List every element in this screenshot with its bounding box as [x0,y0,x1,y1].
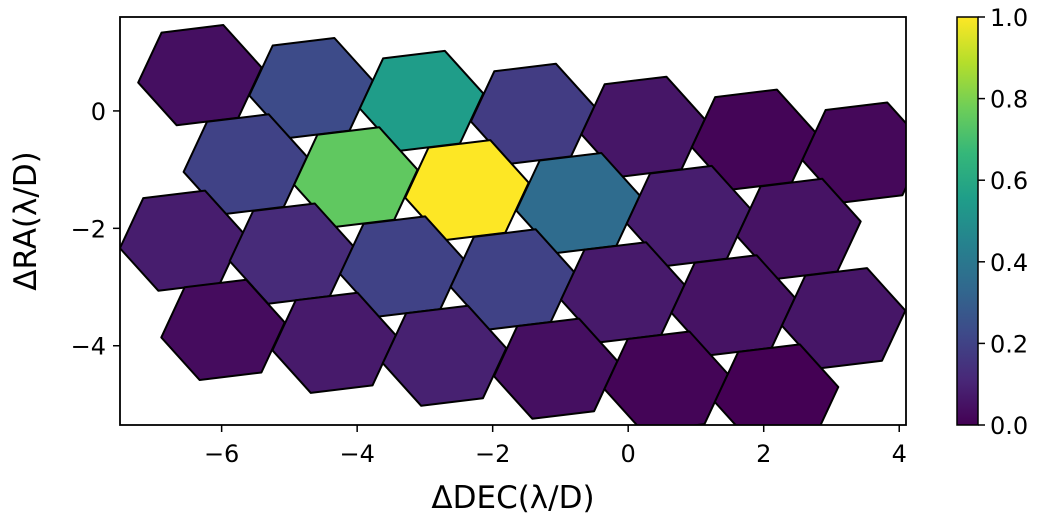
y-tick-label: −4 [71,333,106,361]
colorbar-tick-label: 0.6 [990,167,1028,195]
x-axis-ticks: −6 −4 −2 0 2 4 [204,425,907,468]
plot-frame [119,16,907,426]
hexagon-cell-0 [137,24,263,127]
hexagon-cell-25 [713,343,840,425]
hexagon-cell-19 [780,267,906,370]
y-tick-label: −2 [71,215,106,243]
hexagon-cell-22 [381,304,508,407]
colorbar-tick-label: 0.8 [990,86,1028,114]
x-tick-label: −4 [339,440,374,468]
hexagon-cell-23 [493,317,619,420]
hexagon-cell-21 [271,291,397,394]
y-axis-ticks: −4 −2 0 [71,98,120,361]
hexagon-cells [120,24,906,425]
x-tick-label: 2 [756,440,771,468]
colorbar-ticks: 0.0 0.2 0.4 0.6 0.8 1.0 [978,4,1028,440]
y-axis-label: ΔRA(λ/D) [8,151,44,291]
colorbar-tick-label: 0.2 [990,330,1028,358]
hexagon-cell-6 [801,101,906,204]
x-tick-label: −2 [475,440,510,468]
x-tick-label: 0 [621,440,636,468]
hexagon-cell-20 [160,278,286,381]
x-tick-label: 4 [892,440,907,468]
x-tick-label: −6 [204,440,239,468]
x-axis-label: ΔDEC(λ/D) [431,480,594,516]
colorbar [956,16,979,426]
y-tick-label: 0 [91,98,106,126]
colorbar-tick-label: 1.0 [990,4,1028,32]
colorbar-tick-label: 0.0 [990,412,1028,440]
colorbar-tick-label: 0.4 [990,249,1028,277]
